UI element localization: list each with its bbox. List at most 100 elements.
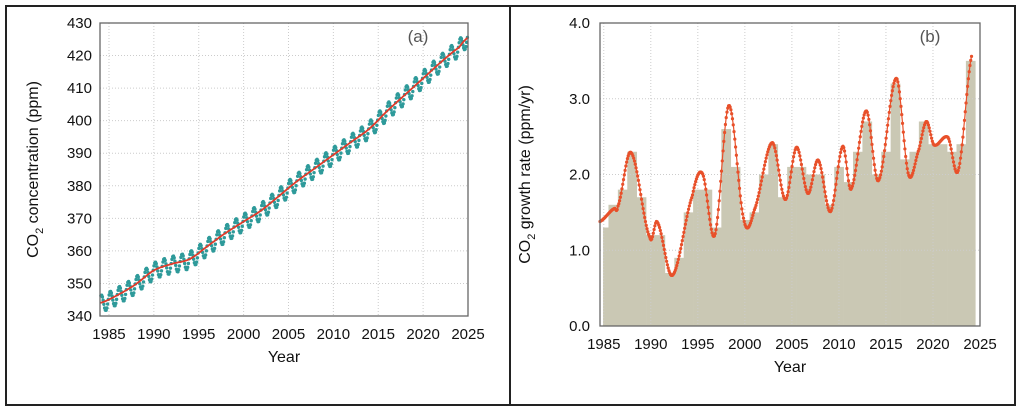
growth-rate-point: [741, 212, 745, 216]
growth-bar-1987: [617, 189, 628, 326]
monthly-co2-point: [125, 283, 129, 287]
growth-rate-point: [918, 140, 923, 144]
growth-rate-point: [690, 193, 695, 197]
monthly-co2-point: [367, 122, 372, 126]
monthly-co2-point: [134, 277, 138, 282]
monthly-co2-point: [437, 69, 441, 74]
monthly-co2-point: [181, 254, 185, 258]
growth-rate-point: [962, 118, 967, 122]
growth-rate-point: [880, 165, 884, 169]
monthly-co2-point: [358, 129, 363, 133]
growth-rate-point: [657, 225, 662, 230]
growth-rate-point: [881, 160, 885, 164]
growth-rate-point: [625, 157, 630, 161]
growth-rate-point: [675, 263, 679, 268]
monthly-co2-point: [366, 132, 370, 136]
monthly-co2-point: [356, 142, 360, 147]
growth-rate-point: [846, 179, 851, 183]
monthly-co2-point: [419, 85, 423, 90]
growth-rate-point: [762, 167, 766, 171]
monthly-co2-point: [330, 157, 334, 162]
growth-rate-point: [765, 153, 769, 157]
monthly-co2-point: [382, 121, 387, 125]
growth-rate-point: [661, 239, 665, 243]
growth-rate-point: [888, 104, 892, 108]
growth-rate-point: [787, 185, 791, 190]
monthly-co2-point: [120, 293, 124, 297]
growth-rate-point: [898, 97, 902, 101]
plot-area-a: [99, 22, 469, 317]
growth-rate-point: [733, 137, 737, 141]
monthly-co2-point: [239, 228, 244, 233]
growth-rate-point: [958, 156, 963, 160]
growth-rate-point: [947, 137, 951, 141]
x-tick-label: 2015: [362, 326, 395, 343]
x-tick-label: 2015: [869, 336, 902, 353]
monthly-co2-point: [412, 80, 416, 84]
growth-rate-point: [866, 113, 870, 117]
growth-rate-point: [735, 162, 739, 166]
monthly-co2-point: [186, 261, 191, 266]
growth-rate-point: [702, 178, 706, 182]
growth-bar-1991: [655, 235, 666, 326]
growth-rate-point: [686, 207, 691, 211]
growth-rate-point: [808, 188, 812, 192]
y-tick-label: 2.0: [569, 167, 590, 184]
growth-rate-point: [871, 156, 876, 160]
monthly-co2-point: [360, 126, 365, 131]
monthly-co2-point: [347, 149, 351, 153]
growth-rate-point: [886, 123, 890, 127]
y-tick-label: 340: [67, 308, 92, 325]
growth-rate-point: [777, 173, 782, 177]
monthly-co2-point: [420, 81, 424, 86]
growth-rate-point: [859, 129, 863, 134]
monthly-co2-point: [459, 37, 464, 41]
growth-rate-point: [853, 173, 857, 177]
monthly-co2-point: [224, 226, 228, 231]
monthly-co2-point: [349, 135, 354, 139]
growth-rate-point: [665, 259, 669, 263]
panel-label-b: (b): [920, 27, 941, 46]
growth-rate-point: [948, 143, 952, 147]
monthly-co2-point: [448, 48, 452, 52]
monthly-co2-point: [236, 225, 241, 229]
growth-rate-point: [798, 154, 802, 158]
monthly-co2-point: [294, 184, 298, 188]
growth-bar-2013: [862, 121, 873, 326]
growth-rate-point: [724, 116, 728, 120]
growth-rate-point: [662, 247, 666, 252]
growth-rate-point: [887, 110, 891, 115]
monthly-co2-point: [357, 138, 361, 143]
growth-rate-point: [701, 174, 706, 178]
monthly-co2-point: [295, 174, 300, 178]
growth-rate-point: [750, 216, 754, 220]
growth-rate-point: [963, 110, 967, 114]
growth-rate-point: [922, 126, 926, 130]
growth-bar-2009: [824, 204, 835, 326]
growth-rate-point: [764, 156, 768, 160]
monthly-co2-point: [111, 298, 115, 302]
growth-rate-point: [796, 148, 800, 152]
annual-growth-bars: [603, 60, 976, 326]
monthly-co2-point: [190, 250, 194, 254]
growth-rate-point: [906, 171, 910, 175]
growth-rate-point: [889, 93, 894, 98]
growth-rate-point: [752, 210, 756, 215]
growth-rate-point: [632, 156, 636, 160]
growth-rate-point: [835, 176, 839, 181]
growth-rate-point: [674, 266, 678, 270]
growth-bar-2023: [956, 144, 967, 326]
monthly-co2-point: [275, 202, 280, 207]
growth-rate-point: [959, 150, 963, 154]
y-tick-label: 1.0: [569, 242, 590, 259]
monthly-co2-point: [338, 155, 342, 159]
growth-rate-point: [714, 228, 718, 232]
y-tick-label: 430: [67, 15, 92, 32]
x-tick-label: 1995: [182, 326, 215, 343]
growth-rate-point: [819, 166, 823, 171]
growth-rate-point: [687, 204, 691, 208]
growth-rate-point: [785, 193, 789, 197]
monthly-co2-point: [123, 296, 127, 301]
growth-rate-point: [853, 168, 858, 173]
growth-rate-point: [734, 145, 738, 149]
